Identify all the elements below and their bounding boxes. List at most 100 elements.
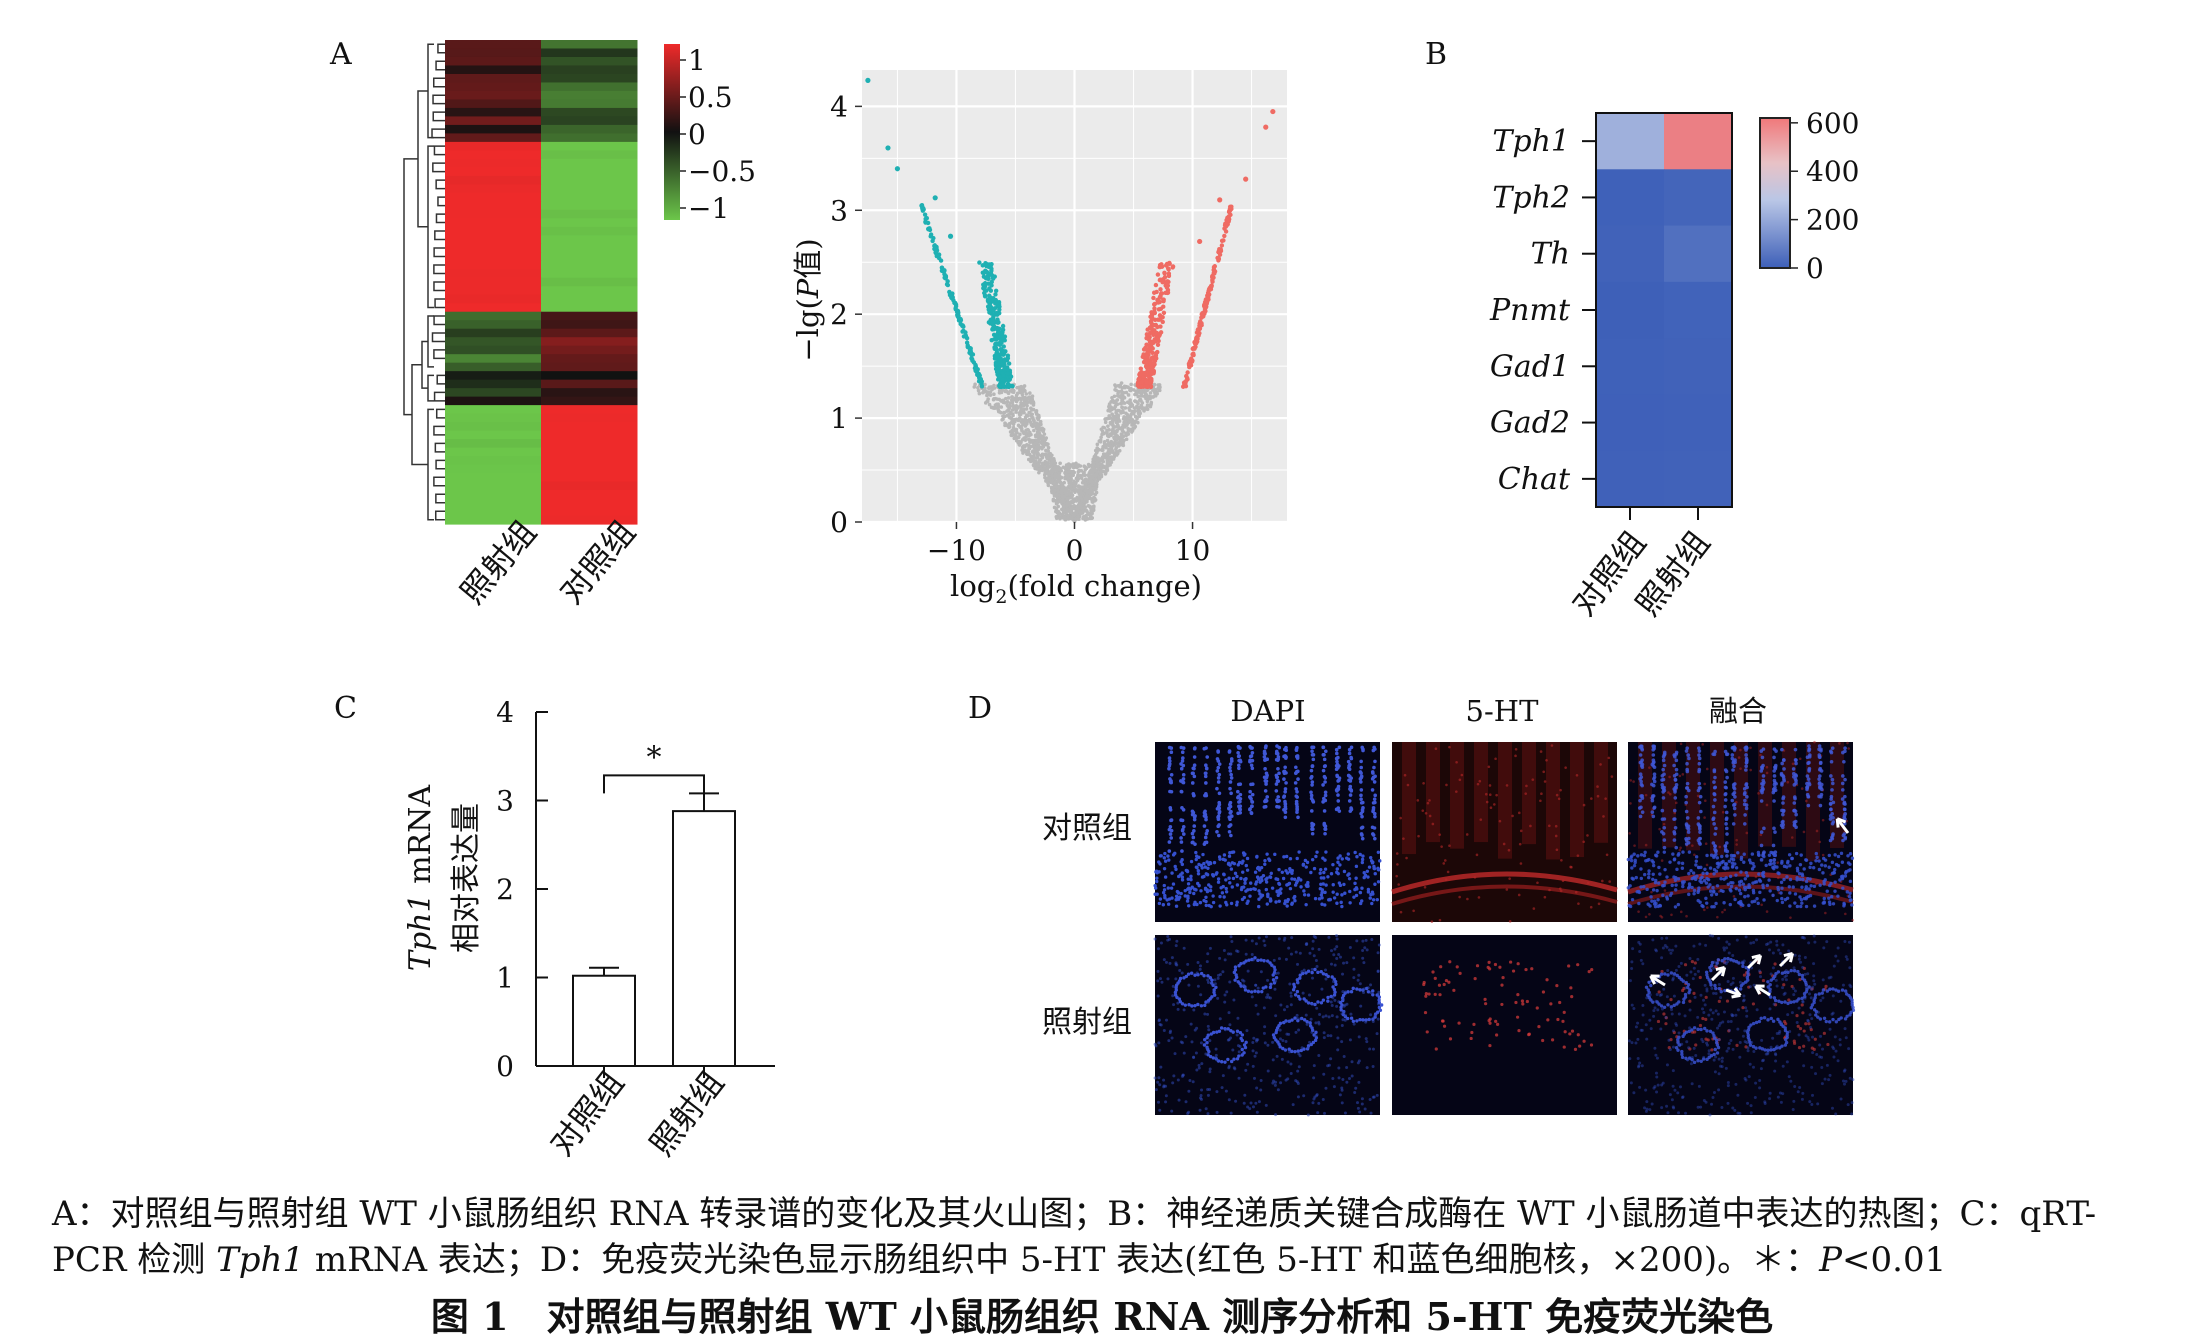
if-nucleus <box>1723 805 1727 809</box>
if-5ht-signal <box>1440 845 1443 848</box>
if-nucleus <box>1841 788 1845 792</box>
if-nucleus <box>1662 759 1666 763</box>
heatmap-b-colorbar <box>1760 118 1790 268</box>
volcano-point-down <box>1001 335 1005 339</box>
volcano-point-ns <box>1077 498 1081 502</box>
if-nucleus <box>1813 885 1816 888</box>
volcano-point-ns <box>1125 423 1129 427</box>
if-nucleus <box>1731 881 1734 884</box>
volcano-point-ns <box>1015 393 1019 397</box>
volcano-point-ns <box>1115 413 1119 417</box>
volcano-point-up <box>1165 281 1169 285</box>
if-nucleus <box>1243 882 1246 885</box>
if-nucleus <box>1819 804 1823 808</box>
if-nucleus <box>1338 863 1341 866</box>
volcano-point-ns <box>997 398 1001 402</box>
if-nucleus <box>1367 890 1370 893</box>
if-nucleus <box>1204 887 1207 890</box>
if-nucleus <box>1371 825 1375 829</box>
heatmap-a-cell <box>445 507 542 516</box>
volcano-point-ns <box>1031 425 1035 429</box>
volcano-point-up <box>1197 239 1202 244</box>
if-nucleus <box>1829 749 1833 753</box>
if-nucleus <box>1360 788 1364 792</box>
if-5ht-signal <box>1551 744 1554 747</box>
volcano-point-up <box>1200 311 1204 315</box>
if-nucleus <box>1228 851 1231 854</box>
volcano-point-ns <box>988 385 992 389</box>
if-nucleus <box>1216 825 1220 829</box>
if-nucleus <box>1290 902 1293 905</box>
if-nucleus <box>1713 776 1717 780</box>
if-nucleus <box>1823 901 1826 904</box>
if-nucleus <box>1289 857 1292 860</box>
if-nucleus <box>1174 868 1177 871</box>
if-nucleus <box>1772 844 1776 848</box>
if-nucleus <box>1232 877 1235 880</box>
if-nucleus <box>1673 857 1676 860</box>
volcano-point-up <box>1222 234 1226 238</box>
if-nucleus <box>1166 854 1169 857</box>
if-nucleus <box>1836 894 1839 897</box>
if-nucleus <box>1799 905 1802 908</box>
volcano-point-ns <box>1032 464 1036 468</box>
volcano-point-ns <box>1084 488 1088 492</box>
if-nucleus <box>1685 810 1689 814</box>
if-nucleus <box>1832 820 1836 824</box>
volcano-point-down <box>997 305 1001 309</box>
volcano-point-down <box>958 318 962 322</box>
heatmap-a-dendrogram-branch <box>435 231 445 239</box>
volcano-point-up <box>1144 354 1148 358</box>
if-5ht-signal <box>1455 761 1458 764</box>
if-nucleus <box>1674 883 1677 886</box>
volcano-point-up <box>1212 265 1216 269</box>
if-nucleus <box>1663 850 1666 853</box>
if-nucleus <box>1844 871 1847 874</box>
volcano-point-ns <box>1045 457 1049 461</box>
if-nucleus <box>1805 880 1808 883</box>
if-nucleus <box>1323 780 1327 784</box>
if-nucleus <box>1224 901 1227 904</box>
if-nucleus <box>1757 872 1760 875</box>
if-col-header-dapi: DAPI <box>1230 694 1305 728</box>
if-nucleus <box>1713 798 1717 802</box>
if-nucleus <box>1339 901 1342 904</box>
if-nucleus <box>1641 765 1645 769</box>
volcano-point-down <box>982 271 986 275</box>
if-nucleus <box>1786 861 1789 864</box>
volcano-point-ns <box>1046 462 1050 466</box>
volcano-point-ns <box>1098 439 1102 443</box>
if-nucleus <box>1639 815 1643 819</box>
if-nucleus <box>1698 879 1701 882</box>
volcano-point-ns <box>1114 384 1118 388</box>
volcano-point-ns <box>1026 400 1030 404</box>
heatmap-a-dendrogram-branch <box>434 248 445 256</box>
if-nucleus <box>1243 879 1246 882</box>
if-nucleus <box>1760 858 1764 862</box>
heatmap-b-cell <box>1664 282 1733 339</box>
if-nucleus <box>1302 889 1305 892</box>
if-nucleus <box>1637 902 1640 905</box>
if-nucleus <box>1336 763 1340 767</box>
if-nucleus <box>1826 890 1829 893</box>
volcano-point-down <box>926 221 930 225</box>
if-nucleus <box>1743 895 1746 898</box>
if-nucleus <box>1274 900 1277 903</box>
volcano-point-up <box>1142 371 1146 375</box>
heatmap-a-dendrogram-branch <box>437 409 445 417</box>
bar-chart-c-ytick-label: 3 <box>496 785 514 818</box>
volcano-point-ns <box>1023 384 1027 388</box>
if-5ht-signal <box>1658 828 1661 831</box>
if-row-label-control: 对照组 <box>1042 811 1132 846</box>
heatmap-a-dendrogram-branch <box>404 159 418 415</box>
if-5ht-signal <box>1703 909 1706 912</box>
bar-chart-c-bar <box>673 811 735 1066</box>
if-nucleus <box>1175 895 1178 898</box>
volcano-point-ns <box>1100 427 1104 431</box>
volcano-point-ns <box>1046 449 1050 453</box>
if-nucleus <box>1164 875 1167 878</box>
if-nucleus <box>1193 746 1197 750</box>
volcano-point-ns <box>1055 515 1059 519</box>
if-nucleus <box>1725 832 1729 836</box>
if-nucleus <box>1376 898 1379 901</box>
